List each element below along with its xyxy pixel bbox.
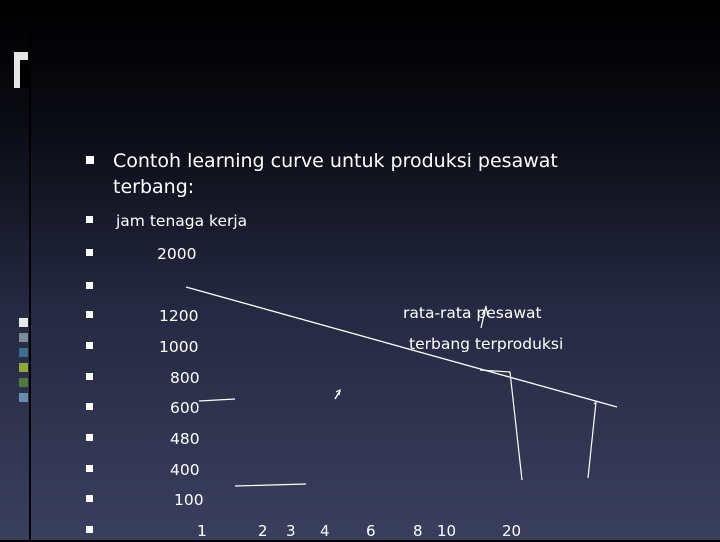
arrowhead-icon bbox=[335, 388, 341, 396]
annotation-line1: rata-rata pesawat bbox=[403, 304, 542, 322]
bullet-text: 1000 bbox=[159, 338, 199, 356]
arrowhead-icon bbox=[481, 305, 489, 317]
x-axis-label: 2 bbox=[258, 522, 268, 540]
bullet-text: 1 bbox=[197, 522, 207, 540]
slide-title-line2: terbang: bbox=[113, 176, 195, 198]
bullet-icon bbox=[86, 216, 93, 223]
bullet-icon bbox=[86, 434, 93, 441]
bullet-text: jam tenaga kerja bbox=[116, 212, 248, 230]
bullet-icon bbox=[86, 373, 93, 380]
x-axis-label: 8 bbox=[413, 522, 423, 540]
x-axis-label: 20 bbox=[502, 522, 522, 540]
bullet-icon bbox=[86, 526, 93, 533]
x-axis-label: 10 bbox=[437, 522, 457, 540]
bullet-icon bbox=[86, 403, 93, 410]
bullet-text: 100 bbox=[174, 491, 204, 509]
color-swatch bbox=[19, 363, 28, 372]
color-swatch bbox=[19, 393, 28, 402]
color-swatch bbox=[19, 333, 28, 342]
bullet-text: 1200 bbox=[159, 307, 199, 325]
stroke-bottom bbox=[234, 483, 307, 487]
slide-title: Contoh learning curve untuk produksi pes… bbox=[113, 150, 558, 172]
color-swatch-strip bbox=[0, 318, 30, 408]
x-axis-label: 6 bbox=[366, 522, 376, 540]
bullet-icon bbox=[86, 311, 93, 318]
learning-curve-line bbox=[185, 286, 618, 408]
bracket-far-right bbox=[587, 400, 597, 479]
annotation-line2: terbang terproduksi bbox=[409, 335, 564, 353]
x-axis-label: 4 bbox=[320, 522, 330, 540]
bullet-text: 800 bbox=[170, 369, 200, 387]
bullet-icon bbox=[86, 156, 94, 164]
bullet-text: 400 bbox=[170, 461, 200, 479]
bullet-icon bbox=[86, 342, 93, 349]
bullet-icon bbox=[86, 249, 93, 256]
bracket-right bbox=[479, 369, 523, 481]
bullet-icon bbox=[86, 282, 93, 289]
bullet-text: 2000 bbox=[157, 245, 197, 263]
stroke-left bbox=[198, 398, 236, 402]
color-swatch bbox=[19, 318, 28, 327]
bullet-text: 600 bbox=[170, 399, 200, 417]
decorative-vertical-line bbox=[29, 0, 31, 540]
bullet-text: 480 bbox=[170, 430, 200, 448]
color-swatch bbox=[19, 348, 28, 357]
decorative-bar-inner bbox=[20, 60, 30, 88]
bullet-icon bbox=[86, 495, 93, 502]
bullet-icon bbox=[86, 465, 93, 472]
color-swatch bbox=[19, 378, 28, 387]
x-axis-label: 3 bbox=[286, 522, 296, 540]
